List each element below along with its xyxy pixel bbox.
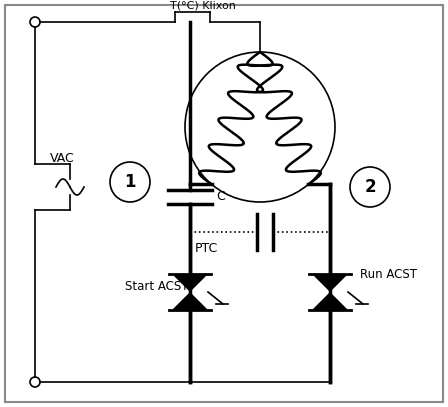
Text: T(°C) Klixon: T(°C) Klixon bbox=[170, 0, 236, 10]
Text: Run ACST: Run ACST bbox=[360, 267, 417, 280]
Polygon shape bbox=[312, 274, 348, 292]
Text: PTC: PTC bbox=[195, 242, 218, 255]
Text: 2: 2 bbox=[364, 178, 376, 196]
Polygon shape bbox=[172, 274, 208, 292]
Text: 1: 1 bbox=[124, 173, 136, 191]
Polygon shape bbox=[312, 292, 348, 310]
Text: C: C bbox=[216, 190, 225, 204]
FancyBboxPatch shape bbox=[5, 5, 443, 402]
Polygon shape bbox=[172, 292, 208, 310]
Text: Start ACST: Start ACST bbox=[125, 280, 189, 293]
Text: VAC: VAC bbox=[50, 152, 75, 165]
